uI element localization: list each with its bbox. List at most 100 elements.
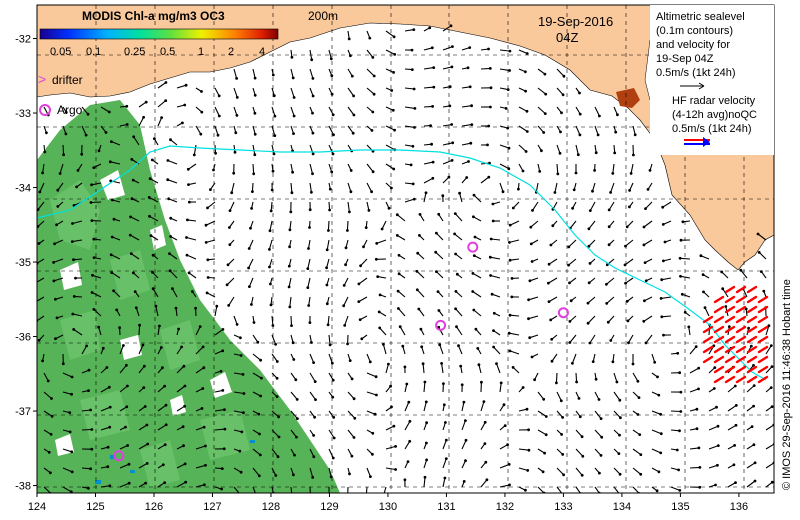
velocity-arrow-head [504, 107, 508, 110]
radar-arrow [713, 355, 725, 364]
velocity-arrow [548, 258, 558, 265]
velocity-arrow [309, 372, 316, 382]
velocity-arrow [554, 182, 558, 193]
velocity-arrow-head [203, 483, 206, 487]
velocity-arrow [499, 484, 510, 488]
velocity-arrow-head [221, 389, 225, 392]
velocity-arrow-head [89, 467, 92, 471]
velocity-arrow-head [760, 270, 763, 273]
velocity-arrow-head [108, 405, 112, 409]
velocity-arrow-head [47, 450, 51, 454]
velocity-arrow-head [84, 133, 88, 137]
velocity-arrow-head [472, 193, 476, 197]
velocity-arrow [111, 141, 121, 146]
velocity-arrow-head [629, 172, 633, 175]
velocity-arrow-head [226, 263, 230, 267]
velocity-arrow-head [342, 284, 346, 287]
velocity-arrow-head [421, 362, 425, 366]
velocity-arrow [229, 201, 235, 211]
velocity-arrow-head [528, 336, 532, 340]
velocity-arrow-head [260, 376, 263, 380]
velocity-arrow [176, 463, 186, 469]
velocity-arrow-head [568, 341, 572, 344]
velocity-arrow [708, 464, 718, 469]
velocity-arrow [509, 332, 520, 336]
velocity-arrow [472, 272, 482, 279]
velocity-arrow [138, 344, 144, 355]
argo-float-marker [113, 450, 125, 462]
colorbar-title: MODIS Chl-a mg/m3 OC3 [82, 9, 225, 23]
velocity-arrow-head [70, 450, 74, 454]
velocity-arrow-head [377, 310, 381, 314]
velocity-arrow [436, 271, 444, 279]
velocity-arrow [157, 404, 167, 412]
velocity-arrow-head [454, 252, 457, 256]
radar-arrow [724, 345, 736, 354]
velocity-arrow [628, 334, 634, 344]
velocity-arrow [591, 182, 596, 192]
velocity-arrow-head [177, 327, 181, 331]
velocity-arrow [385, 445, 396, 450]
velocity-arrow-head [183, 103, 187, 107]
velocity-arrow [613, 410, 621, 419]
velocity-arrow-head [605, 282, 608, 286]
velocity-arrow-head [330, 92, 334, 96]
velocity-arrow-head [166, 178, 170, 182]
velocity-arrow-head [418, 234, 421, 237]
velocity-arrow-head [459, 364, 463, 368]
velocity-arrow-head [110, 235, 114, 239]
velocity-arrow-head [70, 392, 73, 396]
velocity-arrow [643, 239, 653, 246]
velocity-arrow-head [727, 325, 731, 328]
velocity-arrow-head [644, 341, 648, 345]
velocity-arrow [344, 315, 349, 326]
velocity-arrow-head [756, 232, 760, 236]
velocity-arrow-head [368, 360, 372, 364]
velocity-arrow-head [358, 318, 362, 321]
velocity-arrow-head [374, 375, 378, 379]
velocity-arrow [119, 364, 127, 374]
velocity-arrow-head [431, 176, 435, 180]
velocity-arrow-head [308, 208, 312, 212]
velocity-arrow-head [271, 73, 275, 77]
velocity-arrow-head [561, 93, 565, 97]
velocity-arrow-head [443, 476, 447, 480]
velocity-arrow-head [543, 451, 546, 455]
velocity-arrow [480, 479, 488, 488]
velocity-arrow [271, 448, 279, 458]
velocity-arrow [499, 144, 510, 149]
velocity-arrow-head [306, 286, 310, 289]
velocity-arrow [90, 201, 102, 204]
velocity-arrow-head [53, 242, 56, 246]
velocity-arrow-head [467, 160, 470, 163]
velocity-arrow-head [644, 279, 648, 283]
velocity-arrow-head [508, 69, 511, 72]
velocity-arrow-head [308, 321, 312, 324]
velocity-arrow-head [171, 287, 174, 290]
velocity-arrow [206, 239, 216, 243]
velocity-arrow [670, 429, 680, 432]
velocity-arrow [138, 443, 148, 450]
velocity-arrow-head [69, 490, 73, 493]
velocity-arrow-head [527, 428, 530, 432]
x-tick-label: 124 [28, 501, 46, 513]
velocity-arrow-head [423, 380, 427, 384]
velocity-arrow-head [125, 123, 129, 126]
velocity-arrow-head [351, 131, 355, 135]
velocity-arrow-head [697, 387, 700, 391]
velocity-arrow [252, 372, 262, 379]
velocity-arrow [461, 105, 472, 108]
velocity-arrow-head [144, 100, 148, 104]
velocity-arrow-head [199, 132, 203, 136]
velocity-arrow-head [561, 416, 564, 419]
velocity-arrow [73, 258, 83, 261]
velocity-arrow-head [159, 346, 163, 349]
velocity-arrow-head [108, 160, 112, 164]
velocity-arrow-head [413, 107, 417, 110]
velocity-arrow-head [470, 123, 474, 126]
velocity-arrow [113, 290, 121, 298]
velocity-arrow-head [169, 138, 172, 142]
velocity-arrow-head [75, 185, 78, 189]
velocity-arrow-head [454, 290, 458, 293]
radar-arrow [757, 305, 769, 314]
